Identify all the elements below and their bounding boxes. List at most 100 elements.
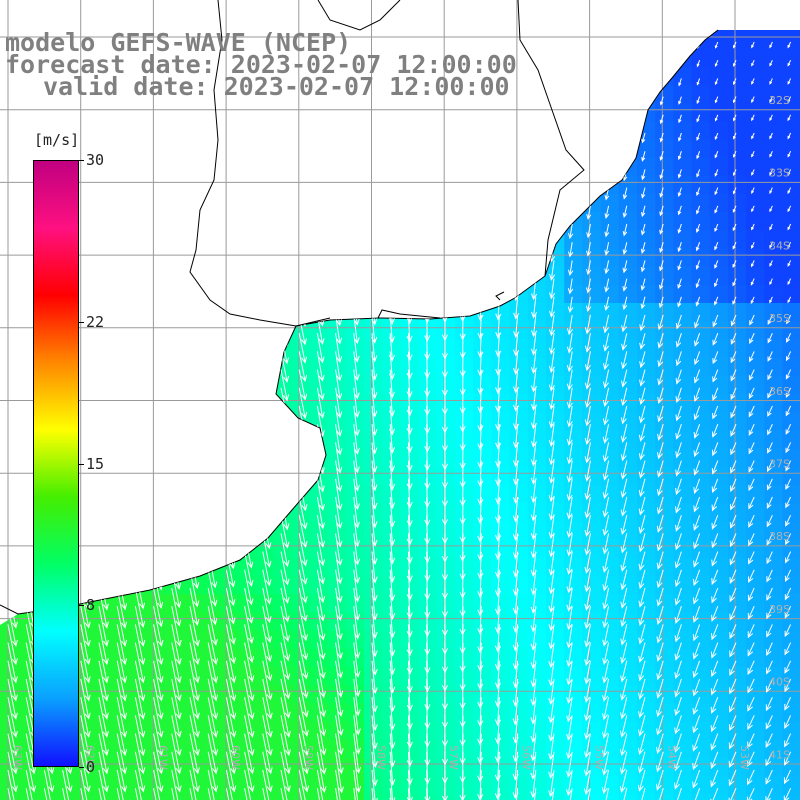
- wind-cell: [691, 102, 711, 122]
- wind-cell: [436, 776, 456, 795]
- wind-cell: [782, 193, 800, 213]
- wind-cell: [509, 339, 529, 359]
- wind-arrow: [406, 369, 413, 398]
- wind-arrow: [657, 442, 664, 460]
- wind-cell: [418, 648, 438, 668]
- wind-cell: [473, 412, 492, 431]
- wind-cell: [637, 339, 656, 359]
- wind-cell: [473, 721, 492, 741]
- wind-arrow: [513, 296, 520, 320]
- wind-cell: [509, 758, 529, 777]
- wind-arrow: [693, 387, 701, 402]
- wind-cell: [546, 576, 565, 595]
- wind-arrow: [641, 151, 646, 162]
- wind-cell: [782, 594, 800, 613]
- wind-cell: [691, 630, 711, 650]
- wind-arrow: [711, 424, 719, 438]
- wind-cell: [509, 375, 529, 395]
- wind-arrow: [785, 442, 792, 454]
- wind-cell: [564, 339, 583, 359]
- wind-cell: [746, 430, 765, 450]
- wind-arrow: [567, 296, 574, 313]
- wind-cell: [673, 266, 693, 286]
- wind-cell: [655, 139, 674, 158]
- wind-cell: [400, 503, 420, 522]
- wind-arrow: [495, 405, 502, 432]
- wind-cell: [691, 703, 711, 723]
- wind-cell: [418, 321, 438, 340]
- wind-cell: [400, 685, 420, 704]
- wind-cell: [345, 521, 365, 541]
- wind-arrow: [622, 205, 628, 219]
- wind-cell: [764, 430, 784, 450]
- wind-arrow: [640, 260, 646, 273]
- wind-cell: [709, 703, 729, 723]
- wind-arrow: [696, 96, 701, 105]
- wind-arrow: [566, 424, 573, 446]
- wind-arrow: [787, 96, 792, 104]
- wind-arrow: [566, 369, 573, 391]
- wind-cell: [746, 394, 765, 413]
- wind-cell: [582, 394, 602, 413]
- wind-cell: [782, 212, 800, 231]
- wind-arrow: [353, 351, 360, 382]
- wind-cell: [764, 703, 784, 723]
- wind-cell: [400, 321, 420, 340]
- wind-cell: [691, 648, 711, 668]
- wind-cell: [746, 321, 765, 340]
- wind-cell: [327, 430, 347, 450]
- wind-cell: [345, 357, 365, 377]
- wind-cell: [637, 739, 656, 759]
- wind-cell: [327, 412, 347, 431]
- wind-cell: [436, 794, 456, 800]
- wind-arrow: [787, 132, 792, 140]
- wind-cell: [728, 303, 747, 322]
- wind-cell: [400, 667, 420, 686]
- wind-arrow: [675, 333, 682, 348]
- wind-cell: [546, 430, 565, 450]
- wind-arrow: [531, 296, 538, 319]
- wind-cell: [746, 175, 765, 195]
- wind-cell: [709, 667, 729, 686]
- wind-arrow: [714, 132, 719, 141]
- wind-arrow: [620, 442, 628, 462]
- wind-cell: [637, 139, 656, 158]
- wind-arrow: [659, 114, 664, 125]
- wind-cell: [345, 576, 365, 595]
- wind-cell: [582, 339, 602, 359]
- wind-cell: [436, 685, 456, 704]
- wind-cell: [691, 539, 711, 559]
- wind-cell: [709, 266, 729, 286]
- latitude-label: 40S: [769, 676, 790, 689]
- wind-cell: [764, 375, 784, 395]
- wind-cell: [582, 430, 602, 450]
- wind-arrow: [677, 205, 682, 216]
- wind-arrow: [787, 41, 792, 49]
- wind-cell: [309, 375, 329, 395]
- wind-cell: [728, 630, 747, 650]
- wind-cell: [782, 430, 800, 450]
- wind-cell: [782, 175, 800, 195]
- wind-cell: [728, 576, 747, 595]
- wind-arrow: [677, 260, 682, 271]
- wind-cell: [491, 412, 511, 431]
- wind-arrow: [767, 442, 773, 454]
- wind-arrow: [639, 333, 646, 350]
- colorbar-tick-mark: [79, 321, 84, 323]
- wind-arrow: [335, 442, 343, 474]
- wind-cell: [582, 612, 602, 632]
- latitude-label: 39S: [769, 603, 790, 616]
- wind-cell: [618, 739, 638, 759]
- wind-cell: [709, 303, 729, 322]
- wind-arrow: [714, 223, 719, 233]
- wind-cell: [764, 339, 784, 359]
- wind-cell: [637, 412, 656, 431]
- wind-cell: [473, 539, 492, 559]
- wind-cell: [728, 776, 747, 795]
- wind-cell: [709, 630, 729, 650]
- wind-cell: [746, 230, 765, 249]
- wind-cell: [509, 667, 529, 686]
- wind-arrow: [751, 59, 755, 67]
- wind-arrow: [714, 296, 719, 306]
- wind-cell: [600, 576, 620, 595]
